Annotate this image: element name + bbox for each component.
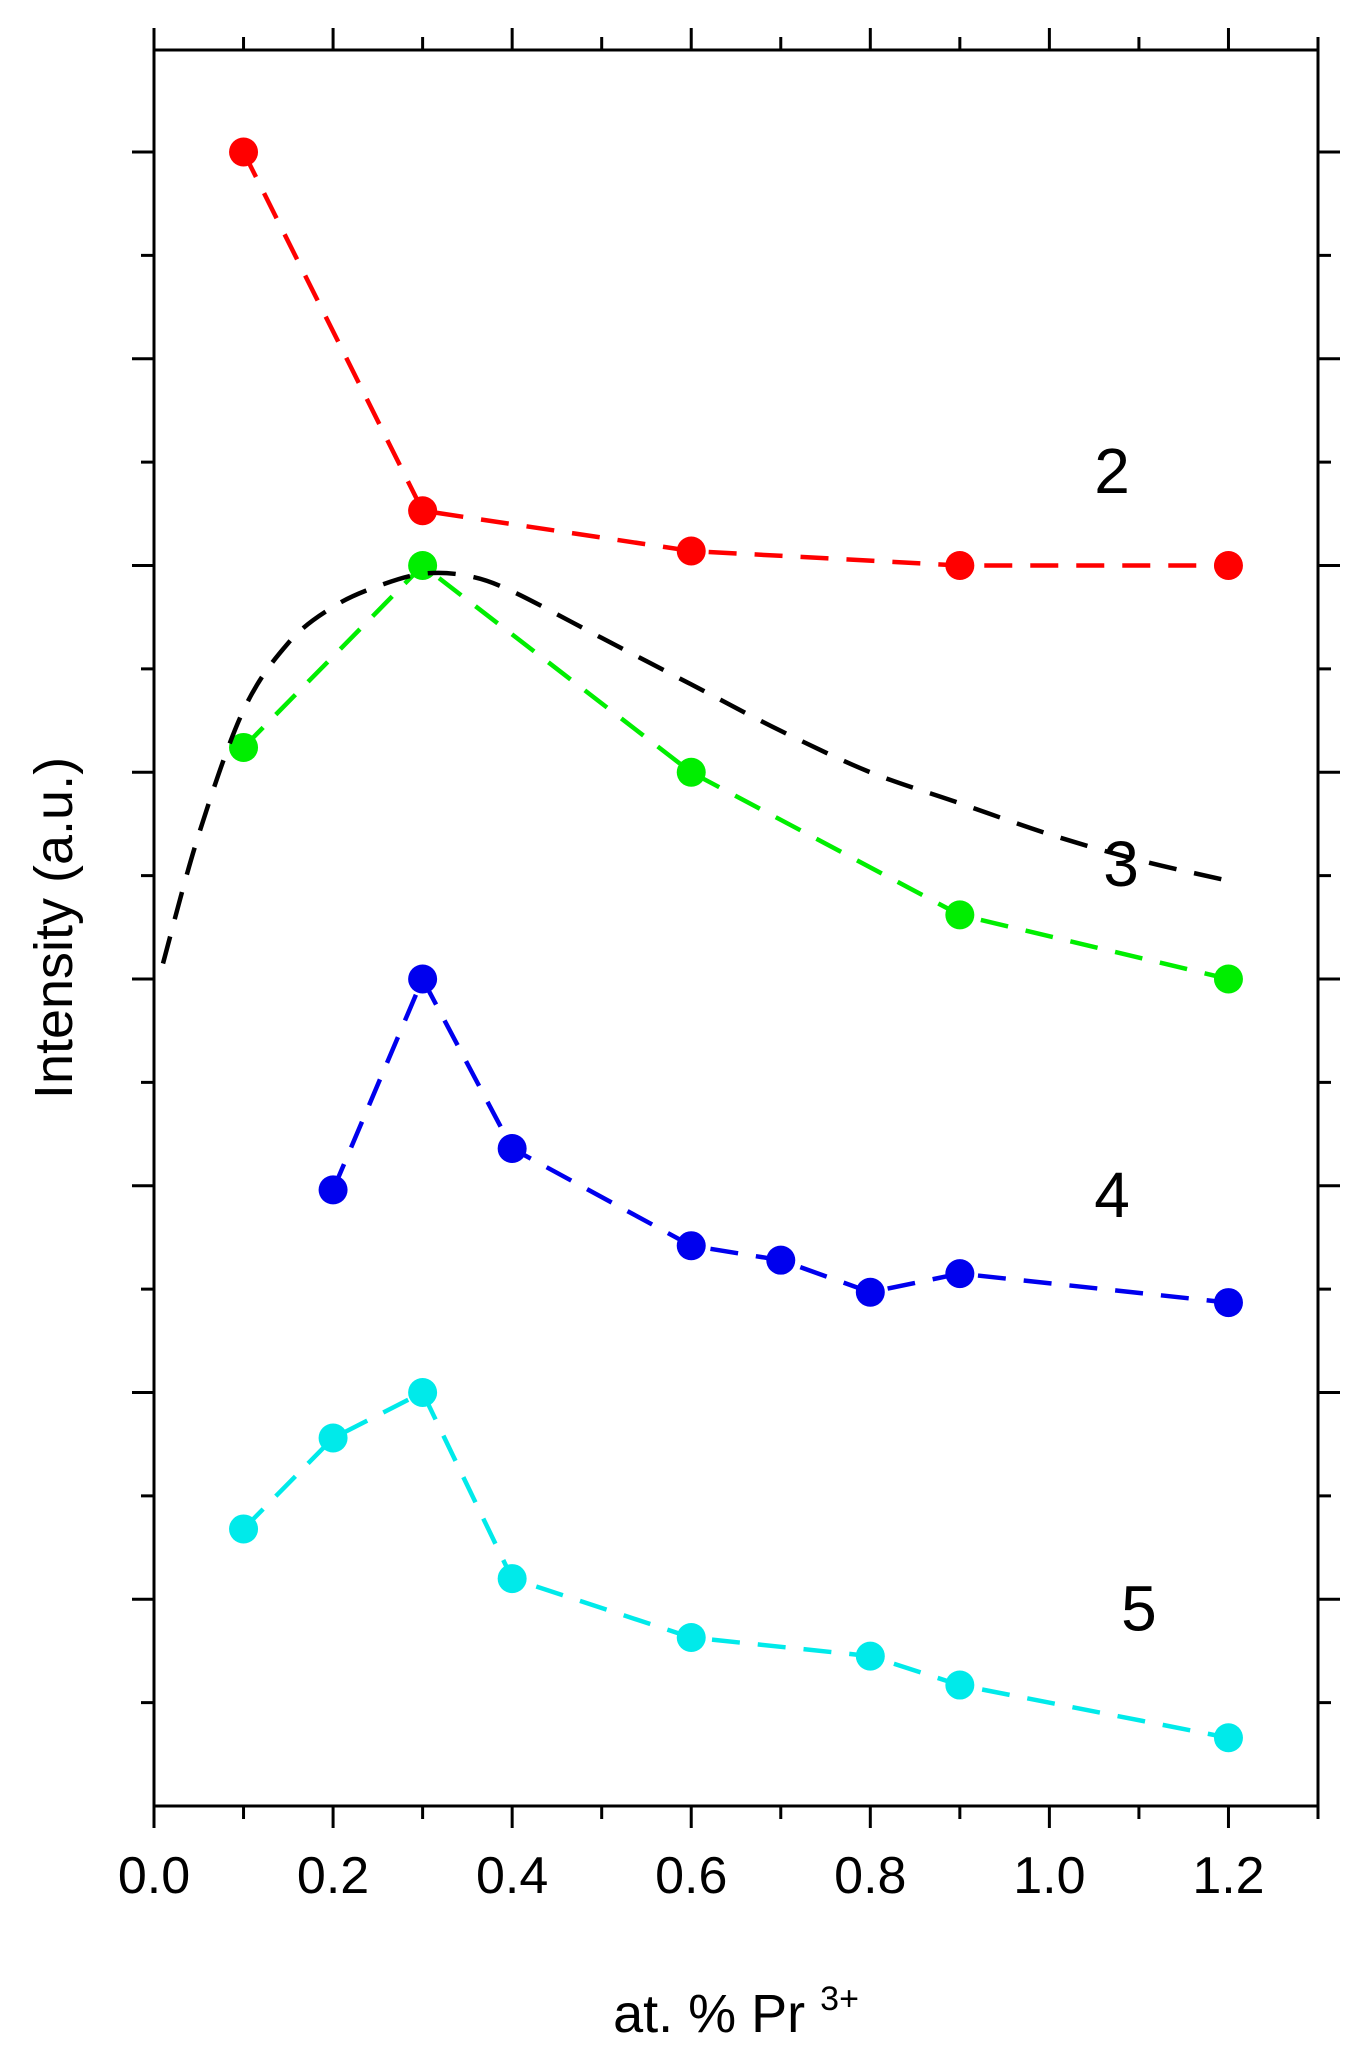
series-2 <box>229 137 1243 580</box>
data-point-2 <box>229 137 259 167</box>
data-point-4 <box>766 1245 796 1275</box>
data-point-5 <box>945 1670 975 1700</box>
x-tick-label: 0.6 <box>655 1847 727 1905</box>
data-point-5 <box>318 1423 348 1453</box>
data-point-3 <box>1213 964 1243 994</box>
data-point-3 <box>945 900 975 930</box>
x-tick-label: 1.2 <box>1192 1847 1264 1905</box>
data-point-4 <box>945 1259 975 1289</box>
series-3 <box>229 551 1243 994</box>
data-point-4 <box>676 1231 706 1261</box>
series-line-4 <box>331 973 1229 1305</box>
series-3-fit <box>160 570 1230 965</box>
curve-label-4: 4 <box>1094 1159 1130 1231</box>
x-axis-title-superscript: 3+ <box>820 1980 859 2018</box>
data-point-3 <box>229 732 259 762</box>
series-line-3 <box>241 562 1230 982</box>
data-point-2 <box>945 551 975 580</box>
curve-label-5: 5 <box>1121 1572 1157 1644</box>
data-point-2 <box>408 496 438 526</box>
data-point-4 <box>318 1175 348 1205</box>
plot-frame <box>152 48 1320 1808</box>
series-line-3-fit <box>160 570 1230 965</box>
data-point-5 <box>1213 1723 1243 1753</box>
x-tick-label: 1.0 <box>1013 1847 1085 1905</box>
data-point-2 <box>1213 551 1243 580</box>
data-point-5 <box>855 1641 885 1671</box>
data-point-5 <box>676 1622 706 1652</box>
curve-labels: 2 3 4 5 <box>1094 435 1156 1644</box>
series-line-2 <box>241 150 1229 568</box>
data-point-4 <box>408 964 438 994</box>
x-axis-title: at. % Pr 3+ <box>613 1980 859 2044</box>
axis-ticks <box>132 28 1340 1828</box>
data-point-3 <box>676 757 706 787</box>
x-tick-label: 0.2 <box>297 1847 369 1905</box>
curve-label-2: 2 <box>1094 435 1130 507</box>
data-point-5 <box>497 1564 527 1594</box>
data-series <box>160 137 1243 1753</box>
x-axis-title-main: at. % Pr <box>613 1984 805 2044</box>
data-point-2 <box>676 536 706 566</box>
data-point-5 <box>408 1378 438 1407</box>
series-line-5 <box>241 1389 1229 1741</box>
data-point-3 <box>408 551 438 580</box>
x-tick-label: 0.8 <box>834 1847 906 1905</box>
data-point-5 <box>229 1514 259 1544</box>
data-point-4 <box>855 1277 885 1307</box>
x-tick-label: 0.4 <box>476 1847 548 1905</box>
x-tick-label: 0.0 <box>118 1847 190 1905</box>
data-point-4 <box>1213 1288 1243 1318</box>
data-point-4 <box>497 1134 527 1164</box>
curve-label-3: 3 <box>1103 828 1139 900</box>
y-axis-title: Intensity (a.u.) <box>24 757 84 1099</box>
series-5 <box>229 1378 1243 1753</box>
series-4 <box>318 964 1243 1318</box>
plot-border <box>152 48 1320 1808</box>
x-tick-labels: 0.0 0.2 0.4 0.6 0.8 1.0 1.2 <box>118 1847 1265 1905</box>
